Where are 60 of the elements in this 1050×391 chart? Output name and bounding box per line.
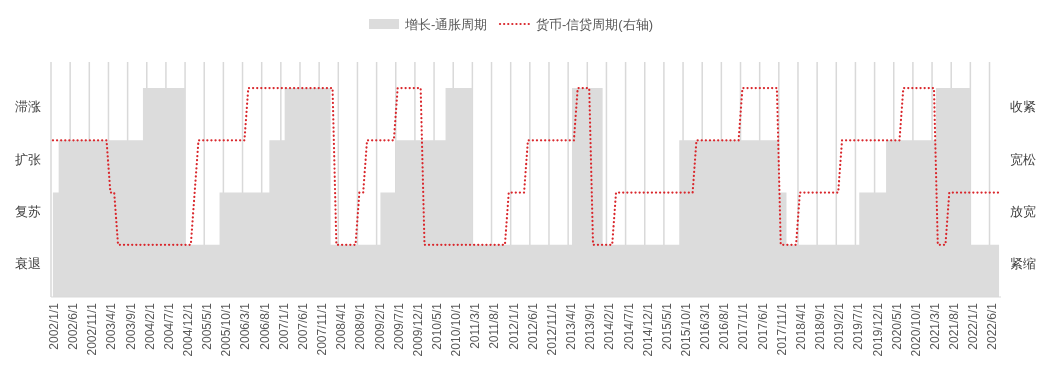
x-tick-label: 2004/2/1 [142,302,157,350]
x-tick-label: 2022/1/1 [966,302,981,350]
x-tick-label: 2015/10/1 [678,302,693,357]
x-tick-label: 2012/11/1 [544,302,559,356]
x-tick-label: 2019/12/1 [870,302,885,357]
text: 紧缩 [1010,256,1036,272]
x-tick-label: 2012/1/1 [506,302,521,350]
x-tick-label: 2007/6/1 [295,302,310,350]
text: 复苏 [15,203,41,219]
text: 宽松 [1010,151,1036,167]
x-tick-label: 2005/5/1 [200,302,215,350]
x-tick-label: 2017/1/1 [736,302,751,350]
x-tick-label: 2006/3/1 [238,302,253,350]
x-tick-label: 2002/6/1 [66,302,81,350]
x-tick-label: 2016/8/1 [717,302,732,350]
x-tick-label: 2002/1/1 [46,302,61,350]
x-tick-label: 2010/5/1 [429,302,444,350]
x-tick-label: 2007/11/1 [315,302,330,356]
legend-label: 货币-信贷周期(右轴) [536,16,653,32]
x-tick-label: 2003/4/1 [104,302,119,350]
x-tick-label: 2016/3/1 [698,302,713,350]
text: 收紧 [1010,99,1036,115]
x-tick-label: 2006/8/1 [257,302,272,350]
x-tick-label: 2008/4/1 [334,302,349,350]
text: 放宽 [1010,203,1036,219]
x-tick-label: 2011/3/1 [468,302,483,349]
x-tick-label: 2014/12/1 [640,302,655,357]
x-tick-label: 2018/4/1 [793,302,808,350]
x-tick-label: 2008/9/1 [353,302,368,350]
x-tick-label: 2011/8/1 [487,302,502,349]
x-tick-label: 2014/2/1 [602,302,617,350]
x-tick-label: 2021/8/1 [947,302,962,350]
x-tick-label: 2005/10/1 [219,302,234,357]
x-tick-label: 2009/7/1 [391,302,406,350]
x-tick-label: 2003/9/1 [123,302,138,350]
x-tick-label: 2017/11/1 [774,302,789,356]
text: 滞涨 [15,99,41,115]
x-tick-label: 2019/7/1 [851,302,866,350]
legend-label: 增长-通胀周期 [404,16,488,32]
x-tick-label: 2013/9/1 [583,302,598,350]
x-tick-label: 2013/4/1 [564,302,579,350]
x-tick-label: 2020/5/1 [889,302,904,350]
x-tick-label: 2021/3/1 [927,302,942,350]
text: 扩张 [15,151,41,167]
x-tick-label: 2018/9/1 [813,302,828,350]
x-tick-label: 2009/2/1 [372,302,387,350]
x-tick-label: 2009/12/1 [410,302,425,357]
x-tick-label: 2022/6/1 [985,302,1000,350]
x-tick-label: 2007/1/1 [276,302,291,350]
x-tick-label: 2002/11/1 [85,302,100,356]
x-tick-label: 2004/12/1 [180,302,195,357]
x-tick-label: 2012/6/1 [525,302,540,350]
x-tick-label: 2010/10/1 [449,302,464,357]
x-tick-label: 2014/7/1 [621,302,636,350]
x-tick-label: 2020/10/1 [908,302,923,357]
x-tick-label: 2017/6/1 [755,302,770,350]
x-tick-label: 2004/7/1 [161,302,176,350]
text: 衰退 [15,256,41,272]
x-tick-label: 2015/5/1 [659,302,674,350]
x-tick-label: 2019/2/1 [832,302,847,350]
